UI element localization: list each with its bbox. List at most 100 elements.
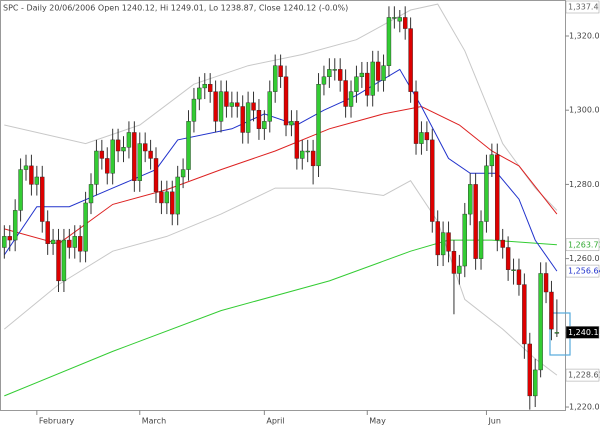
- price-label-box: [565, 368, 600, 382]
- candle-body: [18, 169, 23, 211]
- candle-body: [251, 102, 256, 111]
- candle-body: [430, 139, 435, 222]
- candle-body: [115, 139, 121, 152]
- y-tick-label: 1,320.00: [569, 31, 600, 40]
- candle-body: [278, 65, 283, 78]
- candle-body: [386, 17, 392, 66]
- candle-body: [72, 236, 77, 248]
- candle-body: [354, 76, 359, 92]
- candle-body: [262, 121, 267, 129]
- candle-body: [316, 84, 321, 167]
- price-label: 1,337.4: [568, 3, 599, 12]
- candle-body: [321, 76, 327, 85]
- x-tick-label: March: [142, 417, 166, 426]
- candle-body: [457, 265, 462, 274]
- candle-body: [137, 143, 142, 181]
- candle-body: [105, 158, 110, 174]
- candle-body: [419, 132, 424, 144]
- candle-body: [413, 91, 419, 144]
- price-label: 1,228.61: [568, 371, 600, 380]
- candle-body: [505, 247, 511, 270]
- indicator-line: [4, 3, 558, 211]
- candle-body: [370, 61, 375, 96]
- candle-body: [294, 121, 300, 159]
- candle-body: [180, 169, 186, 178]
- candle-body: [94, 150, 99, 185]
- candle-body: [2, 236, 7, 248]
- price-label: 1,263.73: [568, 240, 600, 249]
- candle-body: [516, 269, 522, 285]
- price-label-box: [565, 326, 600, 339]
- candle-body: [365, 72, 370, 96]
- candle-body: [511, 269, 516, 271]
- candle-body: [240, 106, 245, 133]
- candle-body: [175, 176, 180, 215]
- candle-body: [186, 121, 191, 170]
- indicator-line: [4, 239, 557, 397]
- candle-body: [478, 221, 484, 259]
- x-tick-label: April: [266, 417, 284, 426]
- candle-body: [110, 139, 115, 174]
- candle-body: [500, 239, 505, 248]
- candle-body: [159, 191, 164, 204]
- candle-body: [83, 202, 88, 252]
- x-tick-label: February: [39, 417, 75, 426]
- candle-body: [343, 80, 348, 107]
- candle-body: [267, 91, 272, 122]
- candle-body: [12, 210, 18, 241]
- candle-body: [213, 91, 218, 122]
- candle-body: [538, 273, 543, 371]
- candle-body: [484, 165, 489, 222]
- candle-body: [61, 239, 67, 282]
- candle-body: [148, 150, 153, 159]
- candle-body: [402, 17, 408, 29]
- candle-body: [473, 184, 478, 259]
- candle-body: [224, 91, 229, 107]
- candle-body: [40, 176, 45, 222]
- candle-body: [126, 132, 132, 148]
- candle-body: [56, 239, 61, 282]
- price-label-box: [565, 238, 600, 252]
- candle-body: [543, 273, 549, 293]
- y-tick-label: 1,300.00: [569, 106, 600, 115]
- candle-body: [229, 102, 235, 107]
- candle-body: [132, 132, 137, 181]
- y-tick-label: 1,260.00: [569, 254, 600, 263]
- candle-body: [554, 332, 560, 334]
- candle-body: [191, 98, 197, 122]
- candle-body: [375, 61, 381, 81]
- price-label: 1,256.64: [568, 267, 600, 276]
- candle-body: [164, 191, 170, 204]
- candle-body: [451, 250, 457, 274]
- candle-body: [88, 184, 94, 204]
- candle-body: [142, 143, 148, 152]
- candle-body: [23, 165, 29, 170]
- candle-body: [533, 369, 538, 397]
- indicator-line: [3, 180, 558, 376]
- candle-body: [408, 28, 413, 92]
- candle-body: [67, 239, 72, 248]
- candle-body: [45, 221, 50, 244]
- candle-body: [289, 121, 294, 126]
- candle-body: [489, 154, 495, 167]
- y-tick-label: 1,280.00: [569, 180, 600, 189]
- candle-body: [170, 191, 175, 215]
- candle-body: [305, 150, 310, 153]
- price-label-box: [565, 0, 600, 14]
- candle-body: [440, 232, 446, 256]
- candle-body: [34, 176, 40, 185]
- candle-body: [446, 232, 451, 252]
- candle-body: [549, 291, 554, 330]
- candle-body: [392, 17, 397, 19]
- x-tick-label: May: [369, 417, 386, 426]
- candle-body: [283, 76, 289, 126]
- candle-body: [197, 87, 202, 100]
- candle-body: [332, 69, 337, 71]
- candle-body: [245, 102, 251, 133]
- candle-body: [462, 213, 467, 267]
- candle-body: [121, 147, 126, 152]
- candle-body: [527, 343, 532, 397]
- candle-body: [77, 236, 83, 252]
- price-label: 1,240.12: [568, 328, 600, 337]
